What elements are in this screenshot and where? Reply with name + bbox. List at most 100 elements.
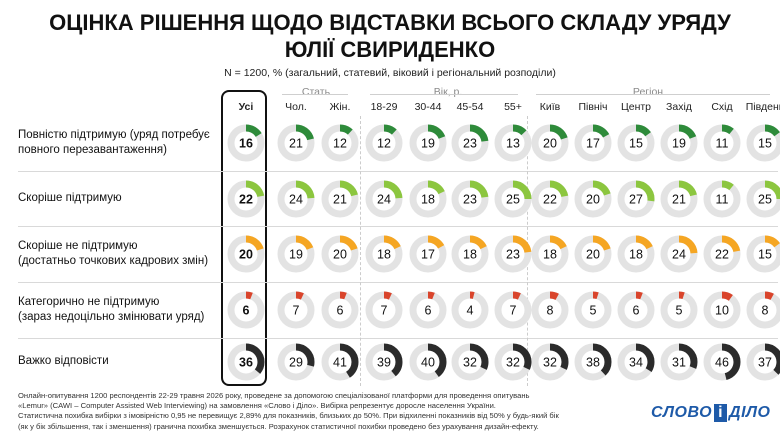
donut-cell: 22 xyxy=(531,180,569,218)
donut-track xyxy=(494,180,532,218)
donut-value-label: 32 xyxy=(506,356,520,370)
donut-cell: 34 xyxy=(617,343,655,381)
donut-value-label: 13 xyxy=(506,137,520,151)
donut-value-label: 20 xyxy=(543,137,557,151)
group-line-region xyxy=(536,94,770,95)
donut-arc xyxy=(365,180,403,218)
donut-cell: 7 xyxy=(277,291,315,329)
donut-track xyxy=(574,291,612,329)
donut-track xyxy=(409,124,447,162)
total-column-highlight xyxy=(221,90,267,386)
donut-arc xyxy=(494,343,532,381)
donut-track xyxy=(277,235,315,273)
row-label-line: (зараз недоцільно змінювати уряд) xyxy=(18,311,205,323)
donut-track xyxy=(703,180,741,218)
donut-arc xyxy=(703,343,741,381)
donut-value-label: 8 xyxy=(762,304,769,318)
donut-cell: 37 xyxy=(746,343,780,381)
donut-arc xyxy=(321,343,359,381)
donut-arc xyxy=(574,291,612,329)
row-separator xyxy=(18,226,778,227)
donut-cell: 17 xyxy=(574,124,612,162)
donut-value-label: 37 xyxy=(758,356,772,370)
chart-title: ОЦІНКА РІШЕННЯ ЩОДО ВІДСТАВКИ ВСЬОГО СКЛ… xyxy=(0,9,780,63)
donut-cell: 20 xyxy=(531,124,569,162)
donut-arc xyxy=(365,291,403,329)
donut-cell: 22 xyxy=(703,235,741,273)
title-line-2: ЮЛІЇ СВИРИДЕНКО xyxy=(284,37,496,62)
row-separator xyxy=(18,171,778,172)
donut-arc xyxy=(660,291,698,329)
donut-track xyxy=(746,124,780,162)
donut-cell: 38 xyxy=(574,343,612,381)
donut-value-label: 5 xyxy=(676,304,683,318)
donut-arc xyxy=(277,180,315,218)
donut-arc xyxy=(660,124,698,162)
donut-track xyxy=(409,343,447,381)
donut-arc xyxy=(703,291,741,329)
donut-value-label: 6 xyxy=(425,304,432,318)
donut-track xyxy=(660,235,698,273)
donut-track xyxy=(321,291,359,329)
donut-arc xyxy=(321,291,359,329)
donut-arc xyxy=(409,343,447,381)
donut-track xyxy=(574,235,612,273)
donut-arc xyxy=(574,124,612,162)
donut-cell: 19 xyxy=(660,124,698,162)
donut-value-label: 18 xyxy=(421,193,435,207)
group-label-age: Вік, р. xyxy=(433,86,463,98)
donut-value-label: 19 xyxy=(672,137,686,151)
donut-track xyxy=(365,291,403,329)
donut-cell: 18 xyxy=(617,235,655,273)
donut-track xyxy=(451,180,489,218)
donut-arc xyxy=(409,235,447,273)
donut-track xyxy=(660,180,698,218)
methodology-footnote: Онлайн-опитування 1200 респондентів 22-2… xyxy=(18,391,618,432)
donut-track xyxy=(321,343,359,381)
donut-value-label: 25 xyxy=(758,193,772,207)
logo-word-1: СЛОВО xyxy=(651,404,713,421)
donut-arc xyxy=(617,180,655,218)
donut-track xyxy=(531,291,569,329)
donut-value-label: 21 xyxy=(333,193,347,207)
donut-value-label: 8 xyxy=(547,304,554,318)
donut-track xyxy=(277,124,315,162)
donut-track xyxy=(409,235,447,273)
donut-arc xyxy=(365,343,403,381)
donut-cell: 18 xyxy=(531,235,569,273)
donut-track xyxy=(703,343,741,381)
donut-cell: 24 xyxy=(277,180,315,218)
donut-cell: 27 xyxy=(617,180,655,218)
logo-amp: і xyxy=(714,404,728,422)
donut-cell: 8 xyxy=(746,291,780,329)
donut-track xyxy=(409,180,447,218)
donut-track xyxy=(365,180,403,218)
donut-arc xyxy=(574,180,612,218)
donut-value-label: 17 xyxy=(421,248,435,262)
donut-value-label: 18 xyxy=(463,248,477,262)
donut-cell: 41 xyxy=(321,343,359,381)
donut-cell: 46 xyxy=(703,343,741,381)
donut-cell: 19 xyxy=(277,235,315,273)
donut-value-label: 20 xyxy=(333,248,347,262)
donut-arc xyxy=(409,291,447,329)
donut-cell: 20 xyxy=(574,180,612,218)
donut-track xyxy=(660,291,698,329)
column-header: 55+ xyxy=(504,101,522,113)
donut-arc xyxy=(277,343,315,381)
donut-value-label: 27 xyxy=(629,193,643,207)
donut-arc xyxy=(494,291,532,329)
donut-track xyxy=(617,291,655,329)
column-header: Схід xyxy=(711,101,733,113)
donut-value-label: 41 xyxy=(333,356,347,370)
donut-cell: 23 xyxy=(494,235,532,273)
donut-track xyxy=(617,235,655,273)
donut-arc xyxy=(321,124,359,162)
donut-value-label: 39 xyxy=(377,356,391,370)
donut-value-label: 4 xyxy=(467,304,474,318)
group-line-gender xyxy=(282,94,348,95)
row-label-line: повного перезавантаження) xyxy=(18,144,167,156)
group-label-region: Регіон xyxy=(632,86,664,98)
donut-arc xyxy=(746,124,780,162)
